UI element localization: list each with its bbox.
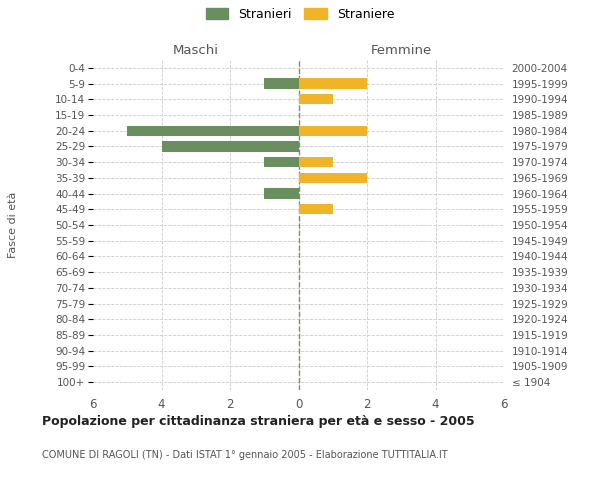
Bar (299, 157, 333, 167)
Bar (264, 157, 299, 167)
Bar (299, 94, 333, 104)
Y-axis label: Fasce di età: Fasce di età (8, 192, 19, 258)
Bar (161, 142, 299, 152)
Bar (127, 126, 299, 136)
Text: Popolazione per cittadinanza straniera per età e sesso - 2005: Popolazione per cittadinanza straniera p… (42, 415, 475, 428)
Text: COMUNE DI RAGOLI (TN) - Dati ISTAT 1° gennaio 2005 - Elaborazione TUTTITALIA.IT: COMUNE DI RAGOLI (TN) - Dati ISTAT 1° ge… (42, 450, 448, 460)
Text: Femmine: Femmine (371, 44, 432, 57)
Bar (299, 78, 367, 88)
Legend: Stranieri, Straniere: Stranieri, Straniere (201, 2, 399, 26)
Bar (299, 173, 367, 183)
Bar (299, 126, 367, 136)
Bar (299, 204, 333, 214)
Bar (264, 78, 299, 88)
Text: Maschi: Maschi (173, 44, 219, 57)
Bar (264, 188, 299, 198)
